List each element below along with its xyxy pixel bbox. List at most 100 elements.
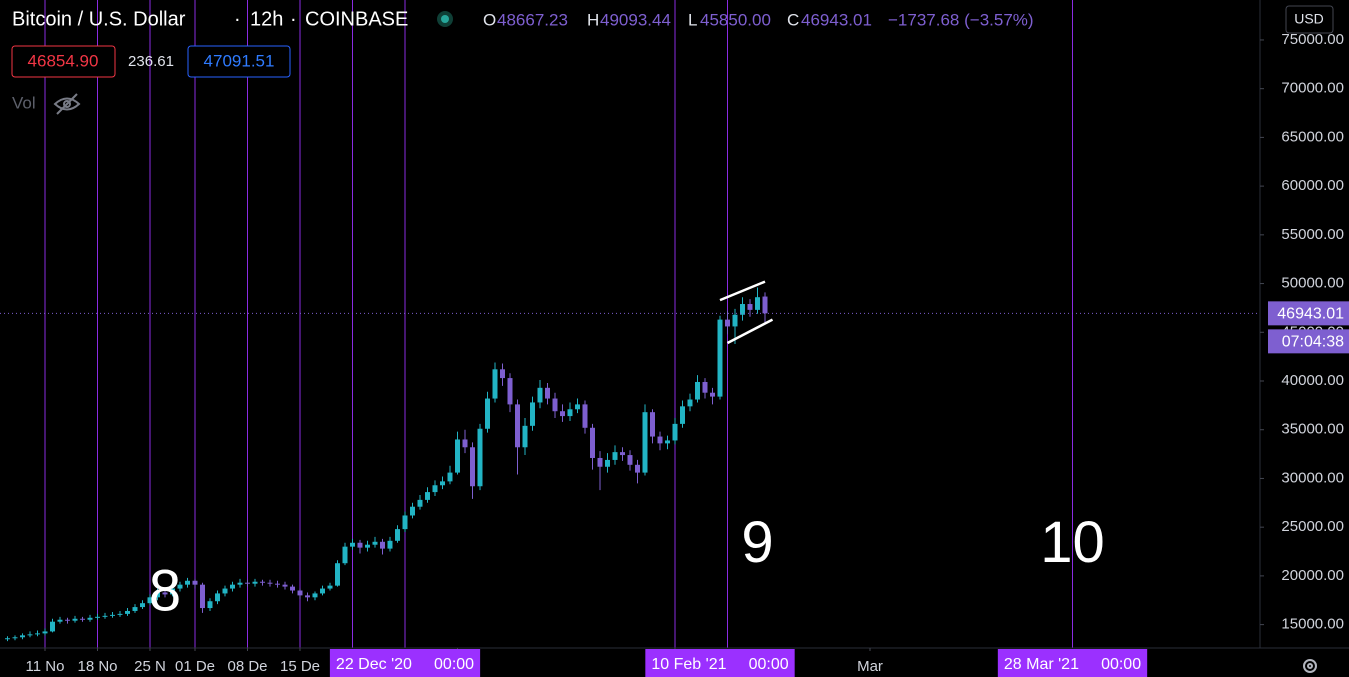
candle-body — [57, 619, 63, 622]
ask-box[interactable] — [187, 45, 291, 78]
candle-body — [500, 369, 505, 379]
candle-body — [350, 542, 355, 547]
trend-line — [726, 318, 774, 345]
candle-body — [155, 592, 160, 598]
candle-body — [365, 544, 370, 548]
candle-body — [387, 540, 393, 549]
currency: USD — [1294, 11, 1324, 27]
candle-body — [447, 472, 453, 482]
exchange: COINBASE — [305, 8, 408, 30]
candle-body — [515, 404, 520, 448]
candle-body — [290, 586, 295, 591]
candle-body — [275, 583, 280, 585]
visibility-icon[interactable] — [53, 93, 81, 115]
y-tick-label: 35000.00 — [1281, 421, 1344, 438]
candle-body — [222, 588, 228, 594]
annotation: 9 — [741, 510, 773, 575]
y-tick-label: 20000.00 — [1281, 567, 1344, 584]
candle-body — [170, 588, 175, 595]
candle-body — [117, 613, 123, 615]
y-tick-label: 75000.00 — [1281, 31, 1344, 48]
candle-body — [207, 601, 213, 609]
bid-box[interactable] — [11, 45, 116, 78]
time-label-time: 00:00 — [749, 656, 789, 673]
y-tick-label: 25000.00 — [1281, 518, 1344, 535]
candle-body — [12, 637, 18, 639]
separator: · — [234, 8, 241, 30]
candle-body — [462, 439, 468, 448]
x-tick-label: 11 No — [26, 658, 65, 675]
candle-body — [327, 585, 333, 589]
separator: · — [290, 8, 297, 30]
candle-body — [335, 563, 340, 586]
trend-line — [719, 280, 766, 302]
candle-body — [147, 597, 153, 604]
plot-area: 8 9 10 — [0, 0, 1260, 648]
volume-label: Vol — [12, 93, 36, 112]
candle-body — [177, 584, 183, 589]
candle-body — [657, 436, 663, 444]
ohlc-value: 45850.00 — [700, 10, 771, 29]
candle-body — [95, 616, 100, 618]
candle-body — [590, 427, 595, 458]
candle-body — [710, 392, 715, 397]
candle-body — [597, 457, 603, 467]
ohlc-key: L — [688, 10, 697, 29]
candle-body — [440, 481, 445, 486]
candle-body — [687, 399, 693, 407]
time-label-date: 22 Dec '20 — [336, 656, 412, 673]
legend: Bitcoin / U.S. Dollar · 12h · COINBASE O… — [11, 8, 1034, 115]
candle-body — [567, 409, 573, 417]
candle-body — [725, 319, 730, 327]
candle-body — [125, 610, 130, 614]
y-tick-label: 40000.00 — [1281, 372, 1344, 389]
spread: 236.61 — [128, 53, 174, 70]
time-label-date: 28 Mar '21 — [1004, 656, 1079, 673]
candle-body — [380, 541, 385, 549]
time-label-box — [329, 649, 481, 677]
last-price: 46943.01 — [1277, 306, 1344, 323]
ohlc-value: 48667.23 — [497, 10, 568, 29]
countdown-box — [1268, 329, 1349, 354]
interval[interactable]: 12h — [250, 8, 283, 30]
ask: 47091.51 — [204, 51, 275, 70]
change: −1737.68 (−3.57%) — [888, 10, 1034, 29]
y-tick-label: 15000.00 — [1281, 616, 1344, 633]
x-tick-label: 15 De — [280, 658, 320, 675]
candle-body — [192, 580, 198, 585]
candle-body — [680, 406, 685, 424]
candle-body — [432, 485, 438, 493]
candle-body — [50, 621, 55, 632]
candle-body — [507, 378, 513, 405]
ohlc-value: 46943.01 — [801, 10, 872, 29]
candle-body — [320, 588, 325, 594]
candle-body — [530, 402, 535, 426]
time-label-time: 00:00 — [1101, 656, 1141, 673]
symbol[interactable]: Bitcoin / U.S. Dollar — [12, 8, 186, 30]
candle-body — [740, 304, 745, 315]
candle-body — [755, 297, 760, 310]
candle-body — [665, 440, 670, 444]
candle-body — [575, 404, 580, 410]
candle-body — [635, 464, 640, 473]
x-tick-label: 18 No — [77, 658, 117, 675]
currency-button[interactable] — [1285, 5, 1334, 34]
annotation: 10 — [1040, 510, 1105, 575]
candle-body — [42, 631, 48, 634]
ohlc-key: H — [587, 10, 599, 29]
candle-body — [410, 506, 415, 516]
candle-body — [545, 387, 550, 399]
candle-body — [477, 428, 483, 487]
annotation: 8 — [149, 559, 181, 624]
candle-body — [267, 582, 273, 584]
y-tick-label: 50000.00 — [1281, 275, 1344, 292]
settings-icon[interactable] — [1303, 659, 1317, 673]
candle-body — [672, 423, 678, 441]
candle-body — [162, 592, 168, 595]
candle-body — [747, 304, 753, 310]
candle-body — [417, 499, 423, 507]
candle-body — [425, 492, 430, 500]
candle-body — [642, 412, 648, 473]
candle-body — [80, 618, 85, 620]
